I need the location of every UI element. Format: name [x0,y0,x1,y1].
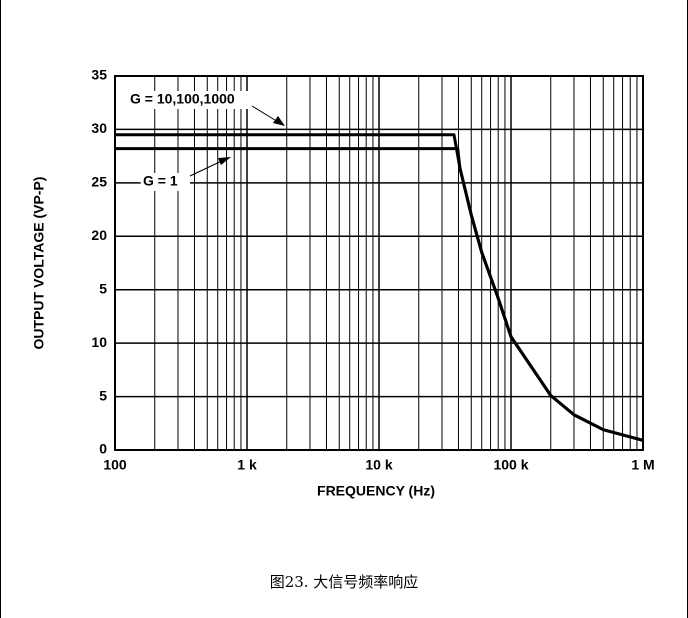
x-tick-label: 100 [103,457,127,473]
x-tick-label: 100 k [493,457,528,473]
annotation: G = 10,100,1000 [130,91,235,107]
arrowhead [218,157,231,165]
y-tick-label: 10 [91,334,107,350]
y-tick-label: 0 [99,441,107,457]
label-bg [140,173,190,191]
y-tick-label: 5 [99,387,107,403]
caption: 图23. 大信号频率响应 [270,573,419,591]
x-tick-label: 1 M [631,457,654,473]
y-tick-label: 25 [91,174,107,190]
y-tick-label: 5 [99,280,107,296]
y-tick-label: 35 [91,67,107,83]
plot-border [114,75,644,451]
y-axis-label: OUTPUT VOLTAGE (VP-P) [31,177,47,350]
x-axis-label: FREQUENCY (Hz) [317,483,435,499]
label-bg [128,91,250,109]
arrowhead [273,116,285,126]
y-tick-label: 20 [91,227,107,243]
annotation: G = 1 [143,173,178,189]
y-tick-label: 30 [91,120,107,136]
x-tick-label: 1 k [237,457,257,473]
series-line [115,147,644,442]
x-tick-label: 10 k [365,457,392,473]
